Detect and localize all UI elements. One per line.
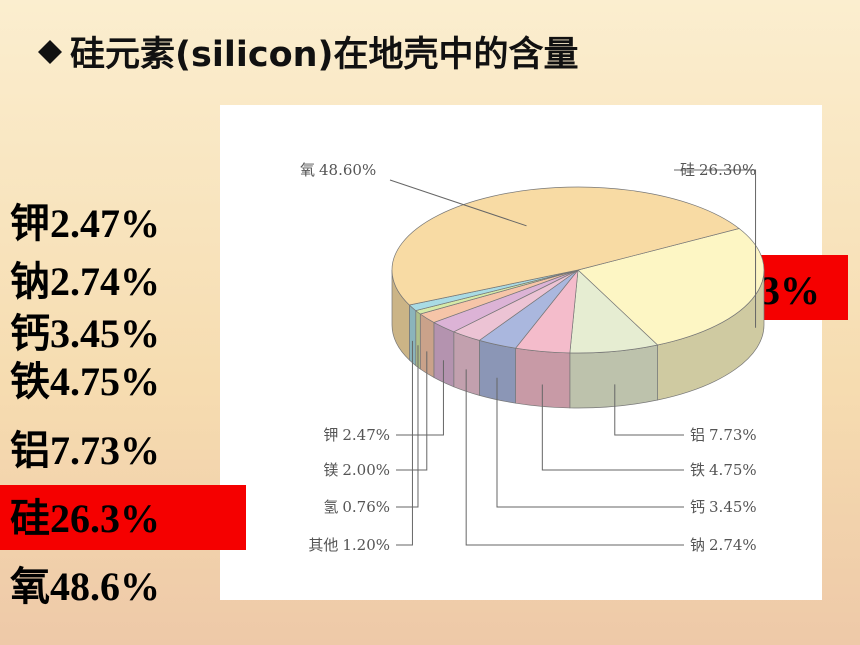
slice-value: 2.47% [342, 426, 390, 444]
title: 硅元素(silicon)在地壳中的含量 [70, 35, 579, 75]
slice-value: 26.30% [699, 161, 756, 179]
leader-line [389, 179, 527, 227]
leader-line [496, 377, 684, 508]
slice-label: 氢 0.76% [323, 498, 390, 516]
list-item: 钙3.45% [10, 311, 160, 356]
slice-category: 钙 [690, 498, 705, 516]
list-item: 铁4.75% [10, 359, 160, 404]
list-item: 钾2.47% [10, 201, 160, 246]
slice-category: 钠 [690, 536, 705, 554]
slice-label: 钠 2.74% [690, 536, 757, 554]
slice-category: 氢 [323, 498, 338, 516]
slice-value: 3.45% [709, 498, 757, 516]
leader-line [396, 340, 413, 546]
slice-label: 硅 26.30% [680, 161, 756, 179]
leader-line [465, 369, 684, 546]
leader-line [396, 360, 444, 436]
list-item: 钠2.74% [10, 259, 160, 304]
slice-category: 硅 [680, 161, 695, 179]
slice-label: 钾 2.47% [323, 426, 390, 444]
leader-line [396, 345, 419, 508]
slice-label: 钙 3.45% [690, 498, 757, 516]
slice-label: 其他 1.20% [308, 536, 390, 554]
leader-line [614, 384, 684, 436]
slice-category: 铝 [690, 426, 705, 444]
slice-label: 镁 2.00% [323, 461, 390, 479]
slice-category: 镁 [323, 461, 338, 479]
highlight-box [0, 485, 246, 550]
slice-label: 氧 48.60% [300, 161, 376, 179]
slice-label: 铁 4.75% [690, 461, 757, 479]
bullet [38, 40, 62, 64]
pie-chart: 硅 26.30%铝 7.73%铁 4.75%钙 3.45%钠 2.74%钾 2.47%镁 2.… [300, 161, 765, 554]
slice-value: 2.00% [342, 461, 390, 479]
slice-value: 1.20% [342, 536, 390, 554]
slice-value: 2.74% [709, 536, 757, 554]
slice-label: 铝 7.73% [690, 426, 757, 444]
leader-line [541, 384, 684, 471]
slice-value: 7.73% [709, 426, 757, 444]
slice-category: 氧 [300, 161, 315, 179]
leader-line [396, 351, 428, 471]
slice-value: 4.75% [709, 461, 757, 479]
list-item: 铝7.73% [10, 428, 160, 473]
slice-value: 0.76% [342, 498, 390, 516]
slice-category: 钾 [323, 426, 338, 444]
list-item: 氧48.6% [10, 564, 160, 609]
slice-value: 48.60% [319, 161, 376, 179]
slice [391, 186, 740, 306]
slice-category: 其他 [308, 536, 338, 554]
leader-line [674, 169, 757, 328]
slice-side [569, 344, 658, 409]
slice-category: 铁 [690, 461, 705, 479]
list-item: 硅26.3% [10, 496, 160, 541]
element-list: 钾2.47% 钠2.74% 钙3.45%铁4.75% 铝7.73% 硅26.3% 氧48.… [10, 201, 160, 609]
